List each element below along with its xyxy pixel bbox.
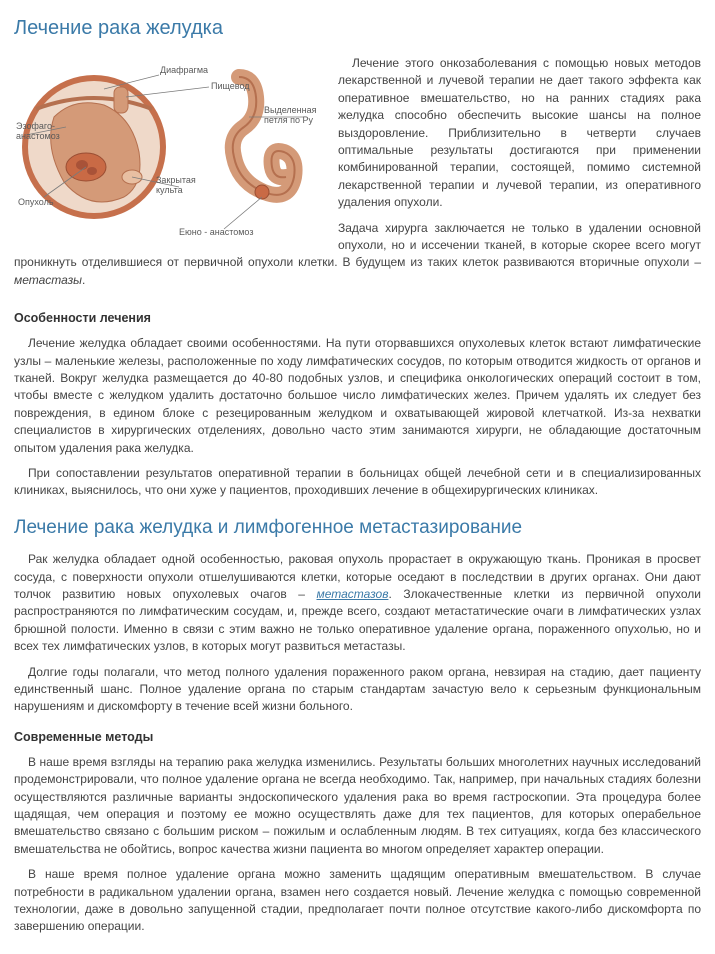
paragraph-features-2: При сопоставлении результатов оперативно…: [14, 465, 701, 500]
link-metastazov[interactable]: метастазов: [317, 587, 389, 601]
label-stump: Закрытая культа: [156, 175, 198, 195]
subheading-features: Особенности лечения: [14, 309, 701, 327]
label-diaphragm: Диафрагма: [160, 65, 208, 75]
paragraph-meta-2: Долгие годы полагали, что метод полного …: [14, 664, 701, 716]
label-eso-anast: Эзофаго- анастомоз: [16, 121, 60, 141]
label-tumor: Опухоль: [18, 197, 54, 207]
heading-metastasis: Лечение рака желудка и лимфогенное метас…: [14, 514, 701, 542]
paragraph-meta-1: Рак желудка обладает одной особенностью,…: [14, 551, 701, 655]
page-title: Лечение рака желудка: [14, 14, 701, 43]
subheading-modern: Современные методы: [14, 728, 701, 746]
p2-tail: .: [82, 273, 85, 287]
label-esophagus: Пищевод: [211, 81, 250, 91]
paragraph-features-1: Лечение желудка обладает своими особенно…: [14, 335, 701, 457]
label-jejuno: Еюно - анастомоз: [179, 227, 253, 237]
paragraph-modern-2: В наше время полное удаление органа можн…: [14, 866, 701, 936]
term-metastazy: метастазы: [14, 273, 82, 287]
paragraph-modern-1: В наше время взгляды на терапию рака жел…: [14, 754, 701, 858]
anatomy-illustration: Диафрагма Пищевод Эзофаго- анастомоз Выд…: [14, 57, 324, 247]
label-loop: Выделенная петля по Ру: [264, 105, 319, 125]
